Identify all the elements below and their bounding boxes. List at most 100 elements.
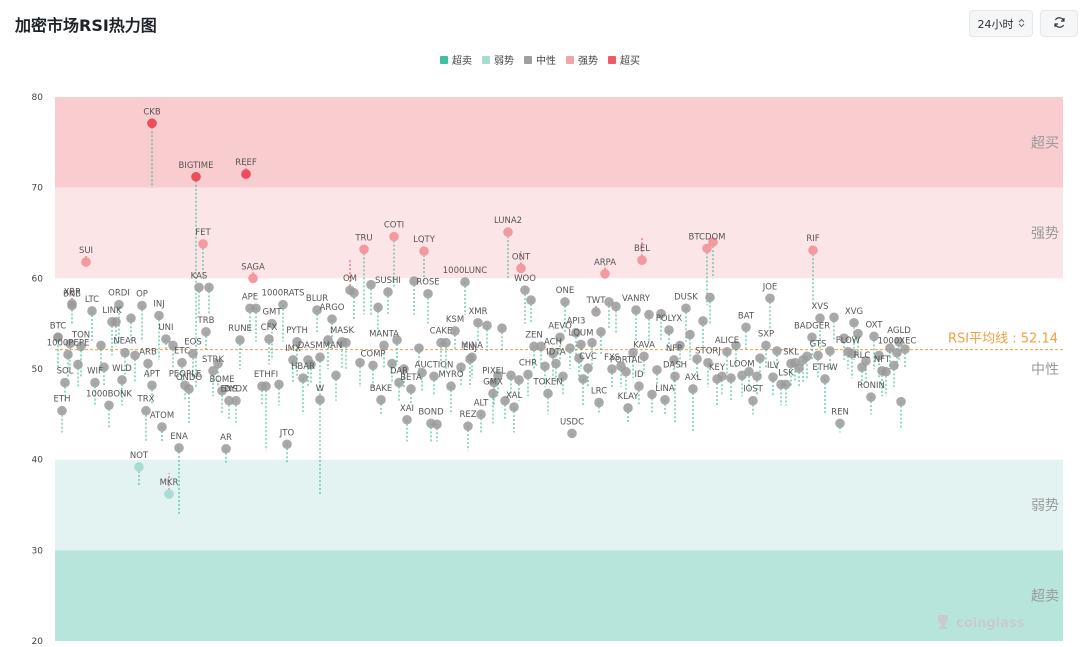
refresh-button[interactable] [1040,10,1078,37]
point-label: FLOW [836,336,861,346]
rsi-point [647,389,657,400]
timeframe-value: 24小时 [977,17,1014,31]
zone-label: 超买 [1031,135,1059,151]
rsi-point [315,395,325,405]
legend-label: 中性 [536,56,556,67]
point-label: LUNA2 [494,216,522,226]
point-label: LRC [591,387,607,397]
rsi-point [143,358,153,369]
rsi-point [292,337,302,347]
rsi-point [866,392,876,402]
point-label: IMX [285,344,301,354]
legend-swatch [440,55,448,64]
point-label: RUNE [228,324,252,334]
rsi-point [526,295,536,305]
rsi-point [565,343,575,353]
rsi-point [76,341,86,352]
timeframe-select[interactable]: 24小时 [969,10,1033,37]
rsi-point [874,350,884,361]
rsi-point [761,340,771,351]
point-label: OXT [865,320,883,330]
point-label: BAT [738,311,755,321]
point-label: KAS [191,271,208,281]
rsi-point [829,312,839,323]
rsi-point [87,306,97,316]
legend-label: 超买 [620,56,640,67]
rsi-point [555,332,565,343]
point-label: ONE [556,286,574,296]
point-label: DYDX [224,385,248,395]
rsi-point [174,443,184,453]
chart-legend: 超卖 弱势 中性 强势 超买 [0,52,1080,67]
point-label: MANTA [369,329,399,339]
rsi-point [885,343,895,353]
point-label: ARB [139,348,157,358]
point-label: USDC [560,417,584,427]
rsi-point [722,346,732,357]
rsi-point [213,358,223,369]
point-label: BNB [63,290,81,300]
rsi-point [705,292,715,303]
rsi-point [815,313,825,324]
rsi-point [482,320,492,331]
point-label: 1000XEC [878,337,917,347]
point-label: TON [71,330,90,340]
rsi-point [67,300,77,311]
point-label: ILV [767,361,779,371]
point-label: LSK [778,368,794,378]
rsi-point [623,403,633,413]
point-label: ONT [512,252,531,262]
rsi-point [820,374,830,384]
point-label: KLAY [618,392,640,402]
rsi-point [117,375,127,385]
point-label: REZ [459,410,476,420]
rsi-point [656,308,666,319]
point-label: ZEN [525,330,543,340]
rsi-point [414,343,424,353]
rsi-point [639,351,649,362]
point-label: LINK [102,306,122,316]
rsi-point [126,313,136,324]
rsi-point [168,340,178,351]
point-label: WLD [112,364,132,374]
rsi-point [315,352,325,363]
watermark-text: coinglass [956,615,1025,631]
rsi-point [781,379,791,390]
rsi-point [245,303,255,314]
rsi-point [900,344,910,354]
legend-item[interactable]: 强势 [566,52,598,67]
point-label: KSM [446,315,464,325]
rsi-point [637,255,647,265]
y-tick-label: 40 [32,456,44,466]
chevron-updown-icon [1018,18,1025,30]
rsi-point [772,346,782,356]
rsi-point [306,359,316,370]
legend-item[interactable]: 超卖 [440,52,472,67]
rsi-point [807,332,817,343]
rsi-point [154,310,164,321]
rsi-point [235,335,245,345]
point-label: BTC [50,321,67,331]
legend-item[interactable]: 超买 [608,52,640,67]
legend-item[interactable]: 中性 [524,52,556,67]
rsi-point [288,355,298,365]
rsi-point [73,359,83,370]
rsi-point [373,302,383,313]
rsi-point [892,347,902,358]
point-label: OM [343,274,357,284]
rsi-point [523,369,533,380]
rsi-point [741,322,751,333]
point-label: JTO [279,428,295,438]
point-label: API3 [567,317,586,327]
point-label: SOL [57,367,74,377]
point-label: CKB [143,107,161,117]
rsi-point [849,317,859,328]
rsi-point [65,338,75,349]
rsi-point [543,388,553,399]
rsi-point [675,340,685,351]
rsi-point [685,329,695,340]
point-label: DASH [663,360,687,370]
rsi-point [631,305,641,315]
rsi-point [147,118,157,129]
legend-item[interactable]: 弱势 [482,52,514,67]
